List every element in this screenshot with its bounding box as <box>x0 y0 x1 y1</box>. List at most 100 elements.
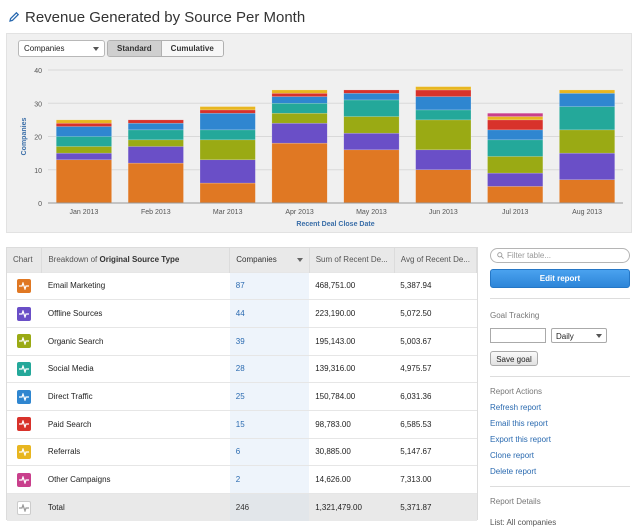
divider <box>490 298 630 299</box>
source-label: Direct Traffic <box>47 392 93 402</box>
bar-segment <box>56 122 112 127</box>
breakdown-column-header[interactable]: Breakdown of Original Source Type <box>41 248 231 272</box>
bar-segment <box>271 103 328 114</box>
source-label: Organic Search <box>47 336 104 346</box>
bar-segment <box>271 122 328 144</box>
pulse-icon[interactable] <box>17 417 31 432</box>
bar-segment <box>343 149 400 204</box>
chevron-down-icon <box>93 47 99 51</box>
sort-desc-icon <box>296 258 303 263</box>
pulse-icon[interactable] <box>17 444 31 459</box>
report-action-link[interactable]: Email this report <box>490 419 548 428</box>
bar-segment <box>487 156 544 174</box>
bar-segment <box>199 159 256 184</box>
bar-segment <box>487 112 544 117</box>
divider <box>490 486 630 487</box>
metric-select[interactable]: Companies <box>18 40 105 57</box>
bar-segment <box>559 93 615 107</box>
companies-value[interactable]: 44 <box>229 299 310 328</box>
bar-segment <box>127 139 184 147</box>
companies-value[interactable]: 39 <box>229 327 310 356</box>
sum-column-header[interactable]: Sum of Recent De... <box>309 248 395 272</box>
avg-column-header[interactable]: Avg of Recent De... <box>394 248 478 272</box>
breakdown-table: Chart Breakdown of Original Source Type … <box>6 247 478 522</box>
table-row[interactable]: Social Media 28 139,316.00 4,975.57 <box>7 355 477 383</box>
report-actions-list: Refresh report Email this report Export th… <box>490 403 630 476</box>
table-row[interactable]: Email Marketing 87 468,751.00 5,387.94 <box>7 272 477 300</box>
save-goal-button[interactable]: Save goal <box>490 351 538 366</box>
table-row[interactable]: Offline Sources 44 223,190.00 5,072.50 <box>7 299 477 328</box>
x-axis-label: Recent Deal Close Date <box>296 221 374 228</box>
pulse-icon[interactable] <box>17 306 31 321</box>
bar-segment <box>559 106 615 131</box>
x-tick-label: Apr 2013 <box>285 209 314 216</box>
companies-value[interactable]: 28 <box>229 355 310 383</box>
table-row[interactable]: Direct Traffic 25 150,784.00 6,031.36 <box>7 382 477 411</box>
report-action-link[interactable]: Clone report <box>490 451 535 460</box>
table-row[interactable]: Referrals 6 30,885.00 5,147.67 <box>7 438 477 466</box>
total-avg: 5,371.87 <box>400 503 432 513</box>
bar-segment <box>271 96 328 104</box>
y-tick-label: 10 <box>34 168 42 175</box>
bar-segment <box>271 142 328 204</box>
sum-value: 30,885.00 <box>315 447 351 457</box>
x-tick-label: Feb 2013 <box>141 209 171 216</box>
pulse-icon[interactable] <box>17 361 31 376</box>
total-label: Total <box>47 503 65 513</box>
bar-segment <box>127 119 184 124</box>
x-tick-label: Aug 2013 <box>572 209 602 216</box>
companies-value[interactable]: 25 <box>229 382 310 411</box>
report-action-link[interactable]: Export this report <box>490 435 551 444</box>
pencil-icon[interactable] <box>8 11 20 23</box>
bar-segment <box>559 129 615 154</box>
chart-column-header: Chart <box>7 248 43 272</box>
bar-segment <box>343 89 400 94</box>
companies-value[interactable]: 87 <box>229 272 310 300</box>
bar-segment <box>415 169 472 204</box>
goal-period-select[interactable]: Daily <box>551 328 607 343</box>
companies-value[interactable]: 15 <box>229 410 310 439</box>
y-tick-label: 40 <box>34 68 42 75</box>
report-action-link[interactable]: Refresh report <box>490 403 542 412</box>
goal-value-input[interactable] <box>490 328 546 343</box>
bar-segment <box>487 139 544 157</box>
avg-value: 6,585.53 <box>400 419 432 429</box>
pulse-icon[interactable] <box>17 278 31 293</box>
sum-value: 14,626.00 <box>315 475 351 485</box>
report-actions-heading: Report Actions <box>490 387 543 396</box>
pulse-icon <box>17 500 31 515</box>
report-action-link[interactable]: Delete report <box>490 467 537 476</box>
bar-segment <box>56 146 112 154</box>
standard-view-button[interactable]: Standard <box>108 41 162 56</box>
bar-segment <box>199 112 256 131</box>
companies-value[interactable]: 6 <box>229 438 310 466</box>
sum-value: 150,784.00 <box>315 392 356 402</box>
edit-report-button[interactable]: Edit report <box>490 269 630 288</box>
sum-value: 195,143.00 <box>315 336 356 346</box>
pulse-icon[interactable] <box>17 472 31 487</box>
companies-value[interactable]: 2 <box>229 465 310 494</box>
table-row[interactable]: Other Campaigns 2 14,626.00 7,313.00 <box>7 465 477 494</box>
bar-segment <box>343 116 400 134</box>
avg-value: 7,313.00 <box>400 475 432 485</box>
avg-value: 5,387.94 <box>400 281 432 291</box>
bar-segment <box>56 119 112 124</box>
table-row[interactable]: Organic Search 39 195,143.00 5,003.67 <box>7 327 477 356</box>
list-details-text: List: All companies <box>490 518 557 527</box>
source-label: Email Marketing <box>47 281 106 291</box>
companies-column-header[interactable]: Companies <box>229 248 310 272</box>
pulse-icon[interactable] <box>17 334 31 349</box>
bar-segment <box>415 89 472 97</box>
filter-table-input[interactable]: Filter table... <box>490 248 630 263</box>
avg-value: 5,003.67 <box>400 336 432 346</box>
table-row[interactable]: Paid Search 15 98,783.00 6,585.53 <box>7 410 477 439</box>
avg-value: 6,031.36 <box>400 392 432 402</box>
view-toggle: Standard Cumulative <box>107 40 224 57</box>
pulse-icon[interactable] <box>17 389 31 404</box>
avg-value: 4,975.57 <box>400 364 432 374</box>
y-tick-label: 30 <box>34 101 42 108</box>
cumulative-view-button[interactable]: Cumulative <box>161 41 223 56</box>
y-tick-label: 0 <box>38 201 42 208</box>
bar-segment <box>487 119 544 131</box>
bar-segment <box>56 126 112 137</box>
